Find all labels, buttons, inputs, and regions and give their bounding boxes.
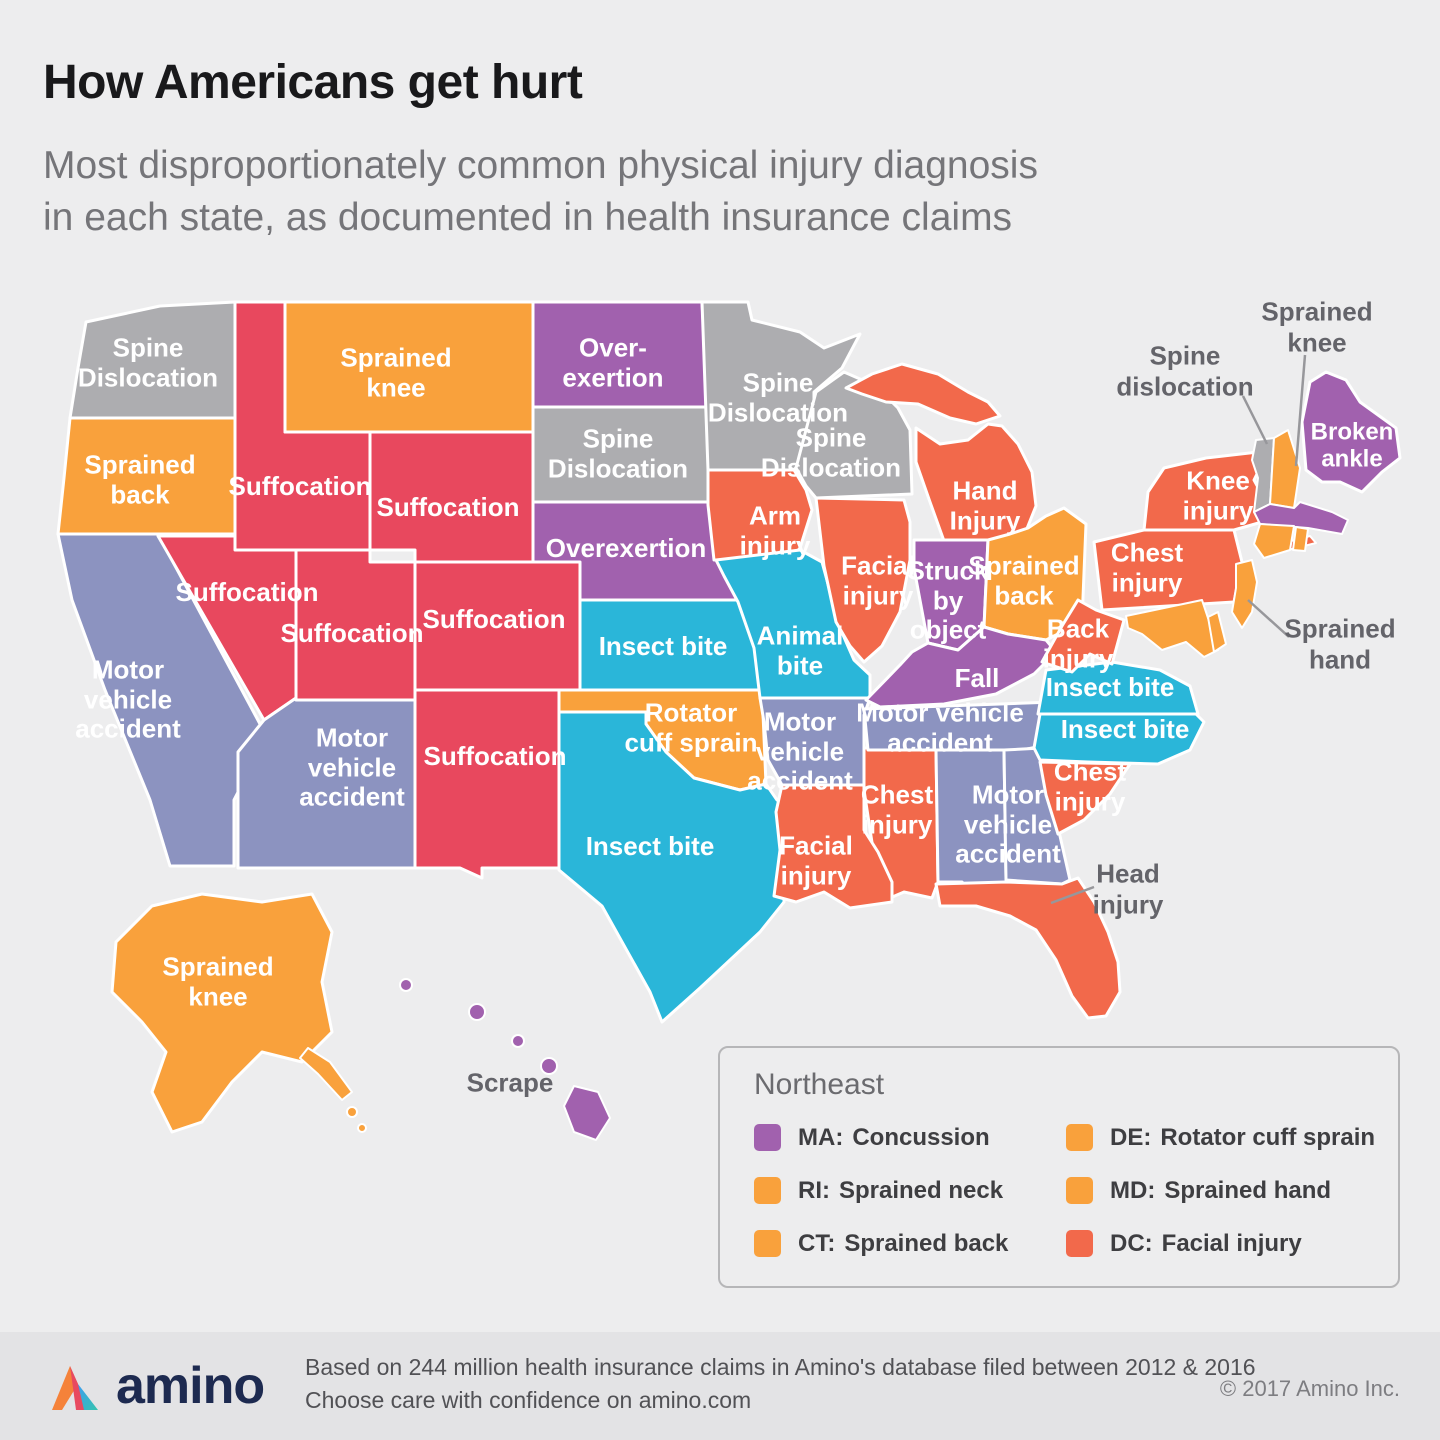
footer-info: Based on 244 million health insurance cl… xyxy=(305,1351,1256,1418)
state-de xyxy=(1207,611,1227,653)
page-subtitle: Most disproportionately common physical … xyxy=(43,144,1038,240)
legend-state-code: MD: xyxy=(1110,1176,1156,1204)
state-co xyxy=(413,560,582,692)
state-wi xyxy=(794,370,914,500)
legend-item-ma: MA: Concussion xyxy=(754,1124,1008,1151)
legend-item-md: MD: Sprained hand xyxy=(1066,1177,1375,1204)
callout-line-nj xyxy=(1247,599,1290,638)
state-ak-panhandle xyxy=(299,1047,353,1101)
legend-swatch xyxy=(1066,1124,1093,1151)
state-il xyxy=(814,496,912,664)
legend-item-dc: DC: Facial injury xyxy=(1066,1230,1375,1257)
amino-logo-icon xyxy=(52,1366,98,1410)
legend-injury-label: Sprained hand xyxy=(1164,1176,1332,1204)
legend-title: Northeast xyxy=(754,1068,885,1101)
footer-line-2: Choose care with confidence on amino.com xyxy=(305,1387,752,1414)
state-ut xyxy=(294,548,417,702)
state-wa xyxy=(68,300,237,420)
legend-injury-label: Facial injury xyxy=(1161,1229,1302,1257)
state-ca xyxy=(56,532,262,868)
state-ri xyxy=(1292,526,1309,552)
state-al xyxy=(934,748,1014,900)
legend-column-1: MA: Concussion RI: Sprained neck CT: Sprain… xyxy=(754,1124,1008,1283)
state-pa xyxy=(1092,528,1244,612)
state-az xyxy=(236,696,417,870)
state-ak xyxy=(110,892,334,1134)
legend-item-ri: RI: Sprained neck xyxy=(754,1177,1008,1204)
legend-injury-label: Concussion xyxy=(852,1123,990,1151)
callout-line-vt xyxy=(1241,395,1269,445)
state-nd xyxy=(531,300,710,409)
legend-item-ct: CT: Sprained back xyxy=(754,1230,1008,1257)
state-ky xyxy=(864,625,1058,709)
legend-swatch xyxy=(1066,1230,1093,1257)
state-hi-big-island xyxy=(563,1085,611,1141)
callout-line-nh xyxy=(1294,354,1307,467)
state-ak-island xyxy=(357,1123,367,1133)
state-me xyxy=(1300,370,1402,494)
page-title: How Americans get hurt xyxy=(43,56,583,109)
state-ks xyxy=(578,598,764,692)
states-layer xyxy=(56,300,1402,1141)
state-nh xyxy=(1269,429,1301,509)
footer-bar: amino Based on 244 million health insura… xyxy=(0,1332,1440,1440)
callout-line-fl xyxy=(1050,885,1095,905)
state-la xyxy=(772,783,894,910)
state-md xyxy=(1125,599,1219,658)
legend-state-code: CT: xyxy=(798,1229,836,1257)
copyright-text: © 2017 Amino Inc. xyxy=(1219,1376,1400,1401)
state-fl xyxy=(934,876,1122,1020)
legend-state-code: DC: xyxy=(1110,1229,1153,1257)
legend-item-de: DE: Rotator cuff sprain xyxy=(1066,1124,1375,1151)
legend-injury-label: Sprained back xyxy=(844,1229,1009,1257)
state-nc xyxy=(1032,712,1206,766)
state-ct xyxy=(1253,523,1295,559)
legend-state-code: MA: xyxy=(798,1123,844,1151)
legend-northeast: Northeast MA: Concussion RI: Sprained neck… xyxy=(718,1046,1400,1288)
state-mt xyxy=(283,300,535,434)
legend-state-code: RI: xyxy=(798,1176,830,1204)
state-hi-island xyxy=(399,978,413,992)
footer-line-1: Based on 244 million health insurance cl… xyxy=(305,1354,1256,1380)
legend-swatch xyxy=(754,1124,781,1151)
state-hi-island xyxy=(511,1034,525,1048)
state-hi-island xyxy=(540,1057,558,1075)
state-ar xyxy=(758,696,872,787)
state-sd xyxy=(531,405,714,504)
state-or xyxy=(56,416,237,536)
state-wy xyxy=(368,430,535,564)
state-ak-island xyxy=(346,1106,358,1118)
legend-column-2: DE: Rotator cuff sprain MD: Sprained hand … xyxy=(1066,1124,1375,1283)
legend-injury-label: Rotator cuff sprain xyxy=(1160,1123,1376,1151)
state-nm xyxy=(413,688,561,880)
state-sc xyxy=(1038,760,1132,836)
state-wv xyxy=(1040,598,1126,674)
callout-lines xyxy=(1050,354,1307,905)
state-hi-island xyxy=(468,1003,486,1021)
legend-state-code: DE: xyxy=(1110,1123,1152,1151)
legend-swatch xyxy=(754,1230,781,1257)
legend-swatch xyxy=(1066,1177,1093,1204)
legend-injury-label: Sprained neck xyxy=(839,1176,1004,1204)
brand-block: amino xyxy=(48,1356,265,1416)
amino-wordmark: amino xyxy=(116,1357,265,1415)
state-mo xyxy=(714,548,872,700)
legend-swatch xyxy=(754,1177,781,1204)
state-mi-lp xyxy=(914,422,1038,543)
state-ia xyxy=(706,468,814,562)
state-mi-up xyxy=(844,362,1002,426)
state-nj xyxy=(1231,559,1258,629)
